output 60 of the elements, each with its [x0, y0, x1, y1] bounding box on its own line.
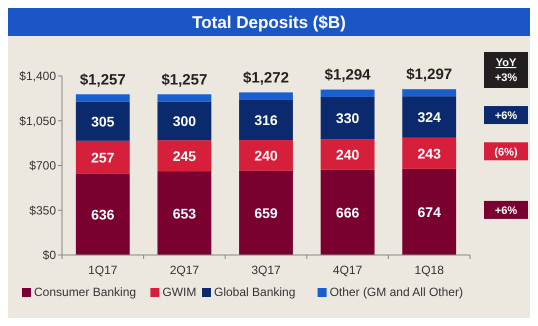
- x-tick-label: 4Q17: [332, 263, 363, 277]
- bar: [402, 138, 456, 169]
- data-label: 257: [91, 149, 115, 166]
- bar: [320, 90, 375, 97]
- bar: [239, 140, 293, 171]
- bar: [239, 170, 293, 255]
- legend-label: Other (GM and All Other): [330, 285, 463, 299]
- x-tick-label: 1Q18: [414, 263, 444, 277]
- legend-label: Consumer Banking: [34, 285, 136, 299]
- bar: [239, 100, 293, 140]
- text: +6%: [494, 110, 518, 122]
- data-label: 324: [418, 109, 442, 126]
- x-tick-label: 3Q17: [251, 263, 281, 277]
- y-tick-label: $350: [29, 203, 56, 218]
- data-label: 659: [254, 204, 278, 221]
- legend-label: GWIM: [162, 285, 196, 299]
- y-tick-label: $700: [29, 158, 56, 172]
- y-tick-label: $1,400: [19, 69, 56, 83]
- bar: [320, 96, 375, 140]
- chart-title: Total Deposits ($B): [192, 13, 346, 32]
- data-label: 245: [172, 148, 196, 164]
- bar: [402, 168, 456, 255]
- text: +6%: [494, 204, 518, 217]
- total-label: $1,272: [243, 69, 289, 86]
- bar: [402, 89, 456, 96]
- data-label: 653: [172, 205, 196, 222]
- total-label: $1,297: [406, 66, 452, 84]
- data-label: 316: [254, 112, 278, 128]
- bar: [76, 94, 130, 102]
- total-label: $1,294: [324, 66, 372, 84]
- bar: [320, 170, 375, 255]
- bar: [157, 94, 212, 102]
- data-label: 636: [91, 206, 115, 222]
- data-label: 305: [91, 113, 115, 130]
- bar: [76, 140, 130, 174]
- bar: [320, 139, 375, 170]
- data-label: 666: [336, 204, 360, 220]
- legend-label: Global Banking: [214, 285, 296, 299]
- bar: [157, 102, 212, 140]
- y-tick-label: $1,050: [19, 114, 56, 128]
- text: (6%): [494, 146, 518, 158]
- bar: [76, 102, 130, 141]
- x-tick-label: 2Q17: [170, 263, 200, 277]
- text: +3%: [494, 72, 518, 84]
- data-label: 300: [172, 113, 196, 130]
- total-label: $1,257: [80, 71, 126, 88]
- data-label: 674: [418, 204, 442, 220]
- bar: [76, 174, 130, 255]
- text: YoY: [496, 57, 517, 69]
- x-tick-label: 1Q17: [88, 263, 118, 277]
- bar: [402, 96, 456, 138]
- data-label: 330: [336, 110, 360, 126]
- data-label: 240: [254, 147, 278, 164]
- bar: [157, 140, 212, 172]
- y-tick-label: $0: [42, 248, 56, 262]
- data-label: 240: [336, 146, 360, 163]
- total-label: $1,257: [161, 71, 208, 88]
- bar: [239, 92, 293, 100]
- data-label: 243: [418, 145, 442, 162]
- bar: [157, 172, 212, 255]
